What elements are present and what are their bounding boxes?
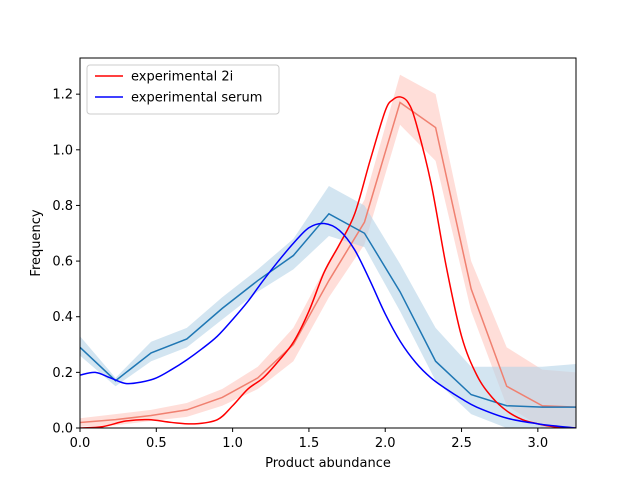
x-tick-label: 0.5: [146, 436, 167, 451]
series-lines: [80, 96, 576, 428]
y-tick-label: 0.0: [52, 422, 73, 437]
y-axis-label: Frequency: [29, 209, 44, 276]
confidence-bands: [80, 74, 576, 428]
y-tick-label: 1.2: [52, 88, 73, 103]
legend-box: [86, 64, 280, 115]
x-tick-label: 1.5: [299, 436, 320, 451]
band-mean-line-2: [80, 101, 576, 424]
series-line-0: [80, 96, 576, 428]
plot-frame: [79, 57, 577, 429]
y-tick-label: 0.2: [52, 366, 73, 381]
y-tick-label: 0.6: [52, 255, 73, 270]
confidence-band-3: [80, 185, 576, 428]
x-tick-label: 0.0: [70, 436, 91, 451]
x-tick-label: 2.0: [375, 436, 396, 451]
legend-label: experimental 2i: [131, 70, 233, 85]
band-mean-line-3: [80, 212, 576, 408]
y-tick-label: 1.0: [52, 143, 73, 158]
x-axis-ticks: 0.0 0.5 1.0 1.5 2.0 2.5 3.0: [70, 428, 549, 451]
x-tick-label: 1.0: [222, 436, 243, 451]
series-line-1: [80, 222, 576, 428]
legend-label: experimental serum: [131, 91, 262, 106]
y-tick-label: 0.4: [52, 310, 73, 325]
x-axis-label: Product abundance: [265, 456, 391, 471]
y-axis-ticks: 0.0 0.2 0.4 0.6 0.8 1.0 1.2: [52, 88, 80, 437]
x-tick-label: 2.5: [451, 436, 472, 451]
x-tick-label: 3.0: [528, 436, 549, 451]
legend: experimental 2i experimental serum: [86, 64, 280, 115]
y-tick-label: 0.8: [52, 199, 73, 214]
